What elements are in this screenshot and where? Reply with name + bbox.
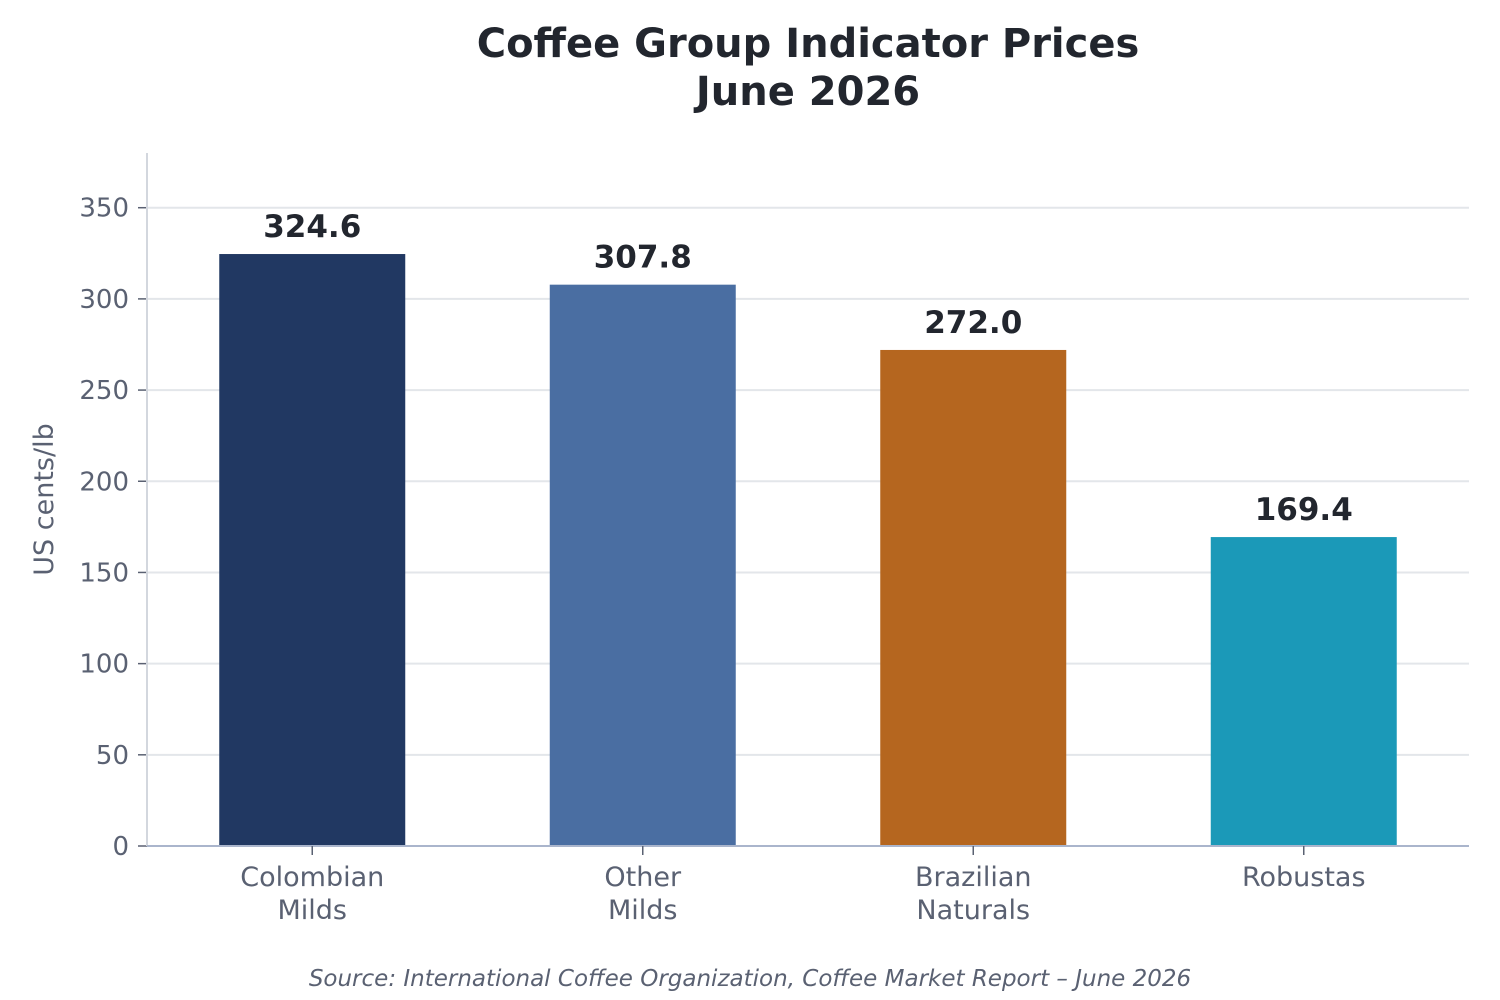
source-note: Source: International Coffee Organizatio… (308, 966, 1192, 992)
bars (219, 254, 1397, 846)
x-category-label: Milds (608, 895, 678, 926)
chart-title-line2: June 2026 (695, 69, 921, 115)
y-axis-title: US cents/lb (29, 423, 60, 575)
bar-value-label: 272.0 (924, 305, 1022, 341)
axes (138, 153, 1469, 855)
bar (549, 284, 736, 846)
bar-value-label: 169.4 (1255, 492, 1353, 528)
y-tick-label: 250 (79, 376, 129, 406)
bar-value-label: 307.8 (594, 240, 692, 276)
y-tick-label: 100 (79, 650, 129, 680)
bar (880, 349, 1067, 846)
y-tick-label: 200 (79, 467, 129, 497)
chart-title-line1: Coffee Group Indicator Prices (476, 21, 1140, 67)
y-tick-label: 150 (79, 558, 129, 588)
x-category-label: Colombian (240, 862, 384, 893)
x-category-label: Brazilian (915, 862, 1032, 893)
bar (219, 254, 406, 846)
bar (1210, 537, 1397, 846)
x-category-label: Other (604, 862, 682, 893)
x-category-label: Robustas (1242, 862, 1366, 893)
bar-value-label: 324.6 (263, 209, 361, 245)
y-tick-label: 50 (96, 741, 129, 771)
y-tick-label: 300 (79, 285, 129, 315)
y-tick-label: 0 (112, 832, 129, 862)
x-category-label: Naturals (916, 895, 1030, 926)
chart-title: Coffee Group Indicator Prices June 2026 (0, 20, 1500, 116)
x-category-label: Milds (277, 895, 347, 926)
labels: 050100150200250300350324.6ColombianMilds… (29, 194, 1366, 926)
y-tick-label: 350 (79, 194, 129, 224)
